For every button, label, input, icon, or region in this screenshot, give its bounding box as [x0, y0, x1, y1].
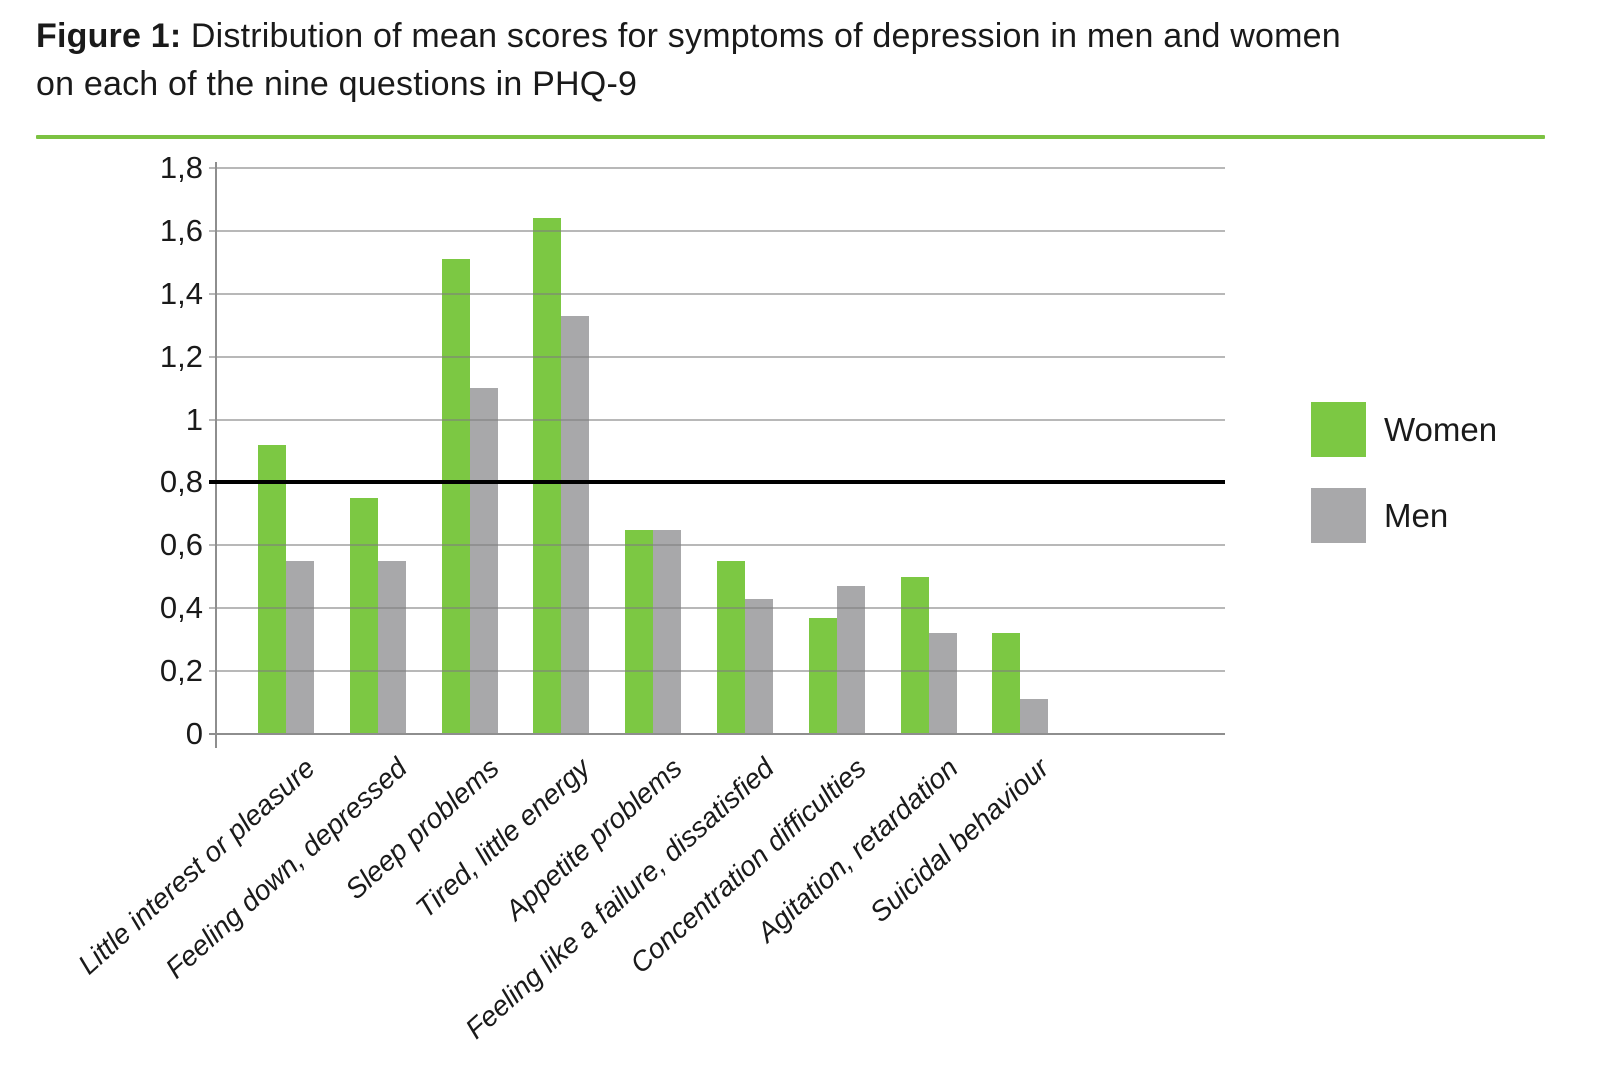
gridline-0-6: [209, 544, 1225, 546]
gridline-1-6: [209, 230, 1225, 232]
gridline-1-2: [209, 356, 1225, 358]
figure-title: Figure 1: Distribution of mean scores for…: [36, 12, 1556, 108]
bar-men-agitation-retardation: [929, 633, 957, 734]
reference-line-0-8: [209, 480, 1225, 484]
bar-men-tired-little-energy: [561, 316, 589, 734]
bar-men-feeling-down-depressed: [378, 561, 406, 734]
legend-swatch-women: [1311, 402, 1366, 457]
gridline-0-4: [209, 607, 1225, 609]
y-tick-label-1-4: 1,4: [159, 276, 203, 311]
bar-women-sleep-problems: [442, 259, 470, 734]
bar-women-little-interest-or-pleasure: [258, 445, 286, 734]
gridline-1: [209, 419, 1225, 421]
legend-swatch-men: [1311, 488, 1366, 543]
bar-men-little-interest-or-pleasure: [286, 561, 314, 734]
y-tick-label-0: 0: [185, 716, 203, 751]
bar-men-appetite-problems: [653, 530, 681, 734]
bar-women-agitation-retardation: [901, 577, 929, 734]
gridline-0-2: [209, 670, 1225, 672]
bar-women-feeling-down-depressed: [350, 498, 378, 734]
y-tick-label-1-2: 1,2: [159, 339, 203, 374]
gridline-0: [209, 733, 1225, 735]
y-axis-line: [215, 162, 217, 748]
gridline-1-8: [209, 167, 1225, 169]
y-tick-label-0-6: 0,6: [159, 527, 203, 562]
y-tick-label-0-4: 0,4: [159, 590, 203, 625]
figure-title-text: Distribution of mean scores for symptoms…: [190, 17, 1341, 55]
y-tick-label-0-2: 0,2: [159, 653, 203, 688]
bar-men-suicidal-behaviour: [1020, 699, 1048, 734]
bar-women-feeling-like-a-failure-dissatisfied: [717, 561, 745, 734]
bar-women-tired-little-energy: [533, 218, 561, 734]
bar-women-suicidal-behaviour: [992, 633, 1020, 734]
y-tick-label-0-8: 0,8: [159, 464, 203, 499]
figure-number-label: Figure 1:: [36, 17, 182, 55]
bar-men-feeling-like-a-failure-dissatisfied: [745, 599, 773, 734]
y-tick-label-1: 1: [185, 402, 203, 437]
legend-item-women: Women: [1311, 402, 1551, 457]
figure-title-line2: on each of the nine questions in PHQ-9: [36, 65, 638, 103]
bar-women-appetite-problems: [625, 530, 653, 734]
bar-men-concentration-difficulties: [837, 586, 865, 734]
figure-title-line1: Figure 1: Distribution of mean scores for…: [36, 12, 1556, 60]
bar-men-sleep-problems: [470, 388, 498, 734]
legend-item-men: Men: [1311, 488, 1551, 543]
bar-women-concentration-difficulties: [809, 618, 837, 734]
legend-label-women: Women: [1384, 411, 1498, 448]
title-separator-line: [36, 135, 1545, 139]
y-tick-label-1-8: 1,8: [159, 150, 203, 185]
legend-label-men: Men: [1384, 497, 1449, 534]
y-tick-label-1-6: 1,6: [159, 213, 203, 248]
gridline-1-4: [209, 293, 1225, 295]
